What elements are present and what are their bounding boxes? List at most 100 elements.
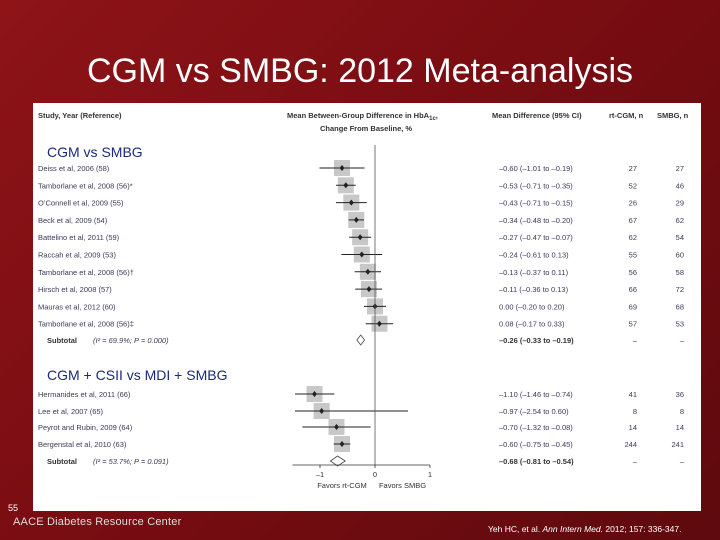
study-label: Hermanides et al, 2011 (66) [38,390,131,399]
smbg-n: 241 [671,440,684,449]
header-plot-line1: Mean Between-Group Difference in HbA [287,111,430,120]
header-plot-sub: 1c [429,116,436,122]
study-label: Deiss et al, 2006 (58) [38,164,110,173]
header-study: Study, Year (Reference) [38,111,122,120]
study-label: Tamborlane et al, 2008 (56)† [38,268,134,277]
favors-right-label: Favors SMBG [379,481,426,490]
ci-text: –0.34 (–0.48 to –0.20) [499,216,573,225]
point-estimate [353,216,359,223]
subtotal-label: Subtotal [47,336,77,345]
smbg-n: 60 [676,251,684,260]
study-label: Battelino et al, 2011 (59) [38,233,120,242]
ci-text: –0.97 (–2.54 to 0.60) [499,407,569,416]
header-smbg-n: SMBG, n [657,111,689,120]
page-number: 55 [8,503,19,513]
header-mean-difference: Mean Difference (95% CI) [492,111,582,120]
ci-text: –1.10 (–1.46 to –0.74) [499,390,573,399]
rt-cgm-n: 26 [629,199,637,208]
rt-cgm-n: – [633,457,638,466]
point-estimate [312,391,317,397]
ci-text: –0.68 (–0.81 to –0.54) [499,457,574,466]
rt-cgm-n: 14 [629,423,637,432]
header-plot: Mean Between-Group Difference in HbA1c, [287,111,438,122]
x-tick-label: 0 [373,470,377,479]
study-label: Raccah et al, 2009 (53) [38,251,116,260]
smbg-n: 8 [680,407,684,416]
rt-cgm-n: 57 [629,320,637,329]
smbg-n: 68 [676,302,684,311]
header-plot-line2: Change From Baseline, % [320,124,412,133]
study-label: Peyrot and Rubin, 2009 (64) [38,423,133,432]
study-label: Bergenstal et al, 2010 (63) [38,440,127,449]
smbg-n: 29 [676,199,684,208]
rt-cgm-n: – [633,336,638,345]
smbg-n: 53 [676,320,684,329]
point-estimate [365,268,371,275]
group-label-cgm-csii: CGM + CSII vs MDI + SMBG [47,367,227,383]
rt-cgm-n: 27 [629,164,637,173]
point-estimate [348,199,354,206]
point-estimate [376,320,382,327]
rt-cgm-n: 55 [629,251,637,260]
favors-left-label: Favors rt-CGM [317,481,367,490]
smbg-n: 36 [676,390,684,399]
study-label: Tamborlane et al, 2008 (56)* [38,181,133,190]
ci-text: –0.26 (–0.33 to –0.19) [499,336,574,345]
citation-authors: Yeh HC, et al. [488,524,543,534]
subtotal-stat: (I² = 53.7%; P = 0.091) [93,457,169,466]
study-label: Beck et al, 2009 (54) [38,216,108,225]
smbg-n: 58 [676,268,684,277]
smbg-n: 72 [676,285,684,294]
point-estimate [334,424,339,430]
point-estimate [366,286,372,293]
ci-text: –0.27 (–0.47 to –0.07) [499,233,573,242]
point-estimate [357,234,363,241]
forest-plot-panel: Study, Year (Reference) Mean Between-Gro… [33,103,701,511]
smbg-n: – [680,457,685,466]
ci-text: 0.00 (–0.20 to 0.20) [499,302,565,311]
forest-plot: Study, Year (Reference) Mean Between-Gro… [38,111,689,490]
rt-cgm-n: 41 [629,390,637,399]
rt-cgm-n: 69 [629,302,637,311]
citation-journal: Ann Intern Med. [542,524,603,534]
smbg-n: 27 [676,164,684,173]
rt-cgm-n: 56 [629,268,637,277]
ci-text: –0.11 (–0.36 to 0.13) [499,285,569,294]
header-rt-cgm-n: rt-CGM, n [609,111,644,120]
point-estimate [319,408,325,414]
smbg-n: 54 [676,233,684,242]
ci-text: 0.08 (–0.17 to 0.33) [499,320,565,329]
ci-text: –0.60 (–1.01 to –0.19) [499,164,573,173]
smbg-n: 14 [676,423,684,432]
rt-cgm-n: 66 [629,285,637,294]
point-estimate [343,182,349,189]
study-label: Hirsch et al, 2008 (57) [38,285,112,294]
rt-cgm-n: 8 [633,407,637,416]
point-estimate [339,165,345,171]
smbg-n: 62 [676,216,684,225]
citation-details: 2012; 157: 336-347. [602,524,682,534]
header-plot-line1-end: , [436,111,438,120]
point-estimate [359,251,365,258]
rt-cgm-n: 62 [629,233,637,242]
ci-text: –0.13 (–0.37 to 0.11) [499,268,569,277]
rt-cgm-n: 52 [629,181,637,190]
ci-text: –0.60 (–0.75 to –0.45) [499,440,573,449]
ci-text: –0.70 (–1.32 to –0.08) [499,423,573,432]
subtotal-stat: (I² = 69.9%; P = 0.000) [93,336,169,345]
x-tick-label: 1 [428,470,432,479]
subtotal-diamond [329,455,347,467]
point-estimate [339,441,345,447]
citation: Yeh HC, et al. Ann Intern Med. 2012; 157… [488,524,681,534]
rt-cgm-n: 67 [629,216,637,225]
subtotal-diamond [356,334,366,346]
ci-text: –0.53 (–0.71 to –0.35) [499,181,573,190]
x-tick-label: –1 [316,470,324,479]
ci-text: –0.24 (–0.61 to 0.13) [499,251,569,260]
plot-layer: CGM vs SMBG Deiss et al, 2006 (58) –0.60 (… [38,144,685,490]
slide-title: CGM vs SMBG: 2012 Meta-analysis [86,52,634,90]
study-label: Mauras et al, 2012 (60) [38,302,116,311]
rt-cgm-n: 244 [624,440,637,449]
smbg-n: – [680,336,685,345]
group-label-cgm-vs-smbg: CGM vs SMBG [47,144,143,160]
